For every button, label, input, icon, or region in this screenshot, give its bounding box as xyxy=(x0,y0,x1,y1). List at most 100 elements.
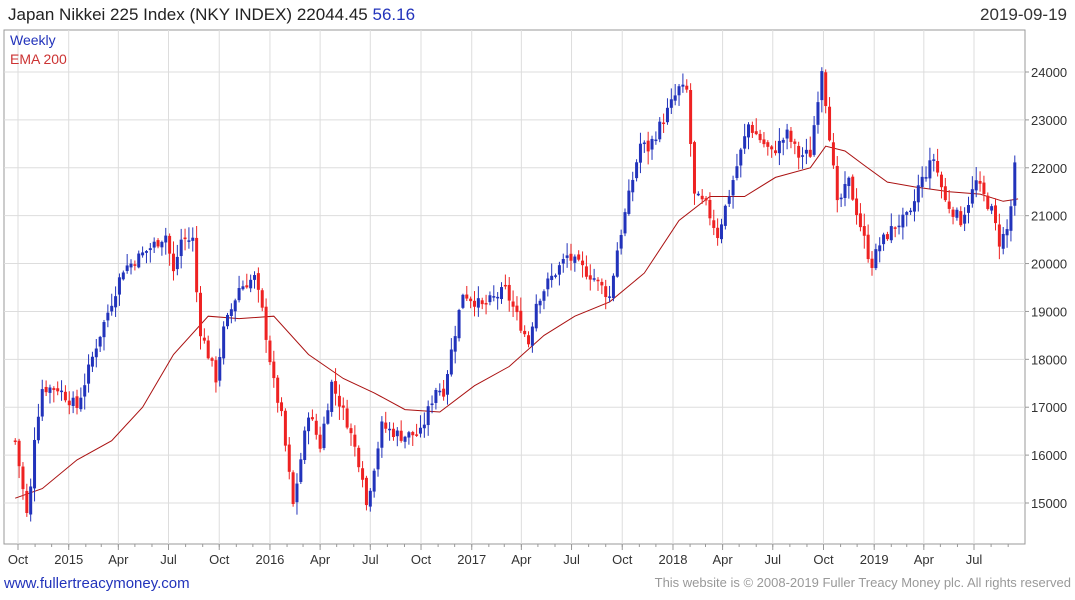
x-tick-label: 2017 xyxy=(457,552,486,567)
candle-body xyxy=(669,99,673,108)
x-tick-label: Apr xyxy=(914,552,935,567)
candle-body xyxy=(395,430,399,437)
weekly-candle xyxy=(299,452,303,485)
candle-body xyxy=(438,390,442,393)
candle-body xyxy=(747,124,751,138)
candle-body xyxy=(527,335,531,345)
candle-body xyxy=(40,389,44,417)
candle-body xyxy=(939,174,943,188)
weekly-candle xyxy=(48,384,52,404)
weekly-candle xyxy=(318,426,322,453)
weekly-candle xyxy=(646,131,650,165)
y-tick-label: 20000 xyxy=(1031,257,1067,272)
weekly-candle xyxy=(565,243,569,268)
weekly-candle xyxy=(357,445,361,473)
x-tick-label: Apr xyxy=(511,552,532,567)
weekly-candle xyxy=(600,278,604,295)
weekly-candle xyxy=(44,380,48,397)
weekly-candle xyxy=(484,294,488,315)
weekly-candle xyxy=(750,121,754,139)
weekly-candle xyxy=(256,267,260,303)
y-tick-label: 24000 xyxy=(1031,65,1067,80)
weekly-candle xyxy=(719,218,723,244)
candle-body xyxy=(839,197,843,200)
weekly-candle xyxy=(963,207,967,232)
weekly-candle xyxy=(411,430,415,446)
weekly-candle xyxy=(608,285,612,303)
weekly-candle xyxy=(395,427,399,447)
candle-body xyxy=(870,258,874,268)
weekly-candle xyxy=(426,400,430,436)
candle-body xyxy=(897,225,901,228)
weekly-candle xyxy=(156,238,160,249)
candle-body xyxy=(361,468,365,480)
candle-body xyxy=(442,388,446,397)
candle-body xyxy=(434,389,438,403)
x-tick-label: Apr xyxy=(108,552,129,567)
weekly-candle xyxy=(1001,227,1005,255)
weekly-candle xyxy=(40,379,44,421)
candle-body xyxy=(642,142,646,145)
weekly-candle xyxy=(469,296,473,309)
candle-body xyxy=(596,279,600,282)
weekly-candle xyxy=(457,308,461,342)
weekly-candle xyxy=(280,397,284,417)
candle-body xyxy=(160,241,164,248)
candle-body xyxy=(36,416,40,441)
candle-body xyxy=(218,356,222,381)
weekly-candle xyxy=(692,140,696,205)
weekly-candle xyxy=(878,237,882,263)
website-link[interactable]: www.fullertreacymoney.com xyxy=(4,575,190,592)
chart-date: 2019-09-19 xyxy=(980,5,1067,24)
weekly-candle xyxy=(824,69,828,114)
candle-body xyxy=(924,177,928,179)
candle-body xyxy=(955,209,959,218)
weekly-candle xyxy=(662,113,666,133)
candle-body xyxy=(561,259,565,264)
y-tick-label: 15000 xyxy=(1031,496,1067,511)
candle-body xyxy=(268,340,272,363)
candle-body xyxy=(303,430,307,460)
candle-body xyxy=(399,430,403,441)
candle-body xyxy=(469,298,473,302)
weekly-candle xyxy=(152,237,156,253)
weekly-candle xyxy=(125,254,129,274)
candle-body xyxy=(372,470,376,492)
candle-body xyxy=(689,90,693,144)
weekly-candle xyxy=(98,335,102,352)
weekly-candle xyxy=(399,420,403,443)
weekly-candle xyxy=(766,140,770,156)
weekly-candle xyxy=(530,322,534,353)
y-tick-label: 16000 xyxy=(1031,448,1067,463)
candle-body xyxy=(851,176,855,200)
weekly-candle xyxy=(480,297,484,310)
x-tick-label: Oct xyxy=(8,552,29,567)
weekly-candle xyxy=(527,331,531,348)
candle-body xyxy=(137,253,141,268)
candle-body xyxy=(858,213,862,228)
candle-body xyxy=(635,162,639,179)
candle-body xyxy=(415,434,419,436)
weekly-candle xyxy=(472,291,476,317)
weekly-candle xyxy=(353,425,357,457)
candle-body xyxy=(654,139,658,142)
candle-body xyxy=(183,237,187,240)
candle-body xyxy=(920,176,924,187)
candle-body xyxy=(407,432,411,438)
weekly-candle xyxy=(932,153,936,172)
candle-body xyxy=(125,265,129,272)
candle-body xyxy=(885,234,889,240)
candle-body xyxy=(299,459,303,482)
weekly-candle xyxy=(129,259,133,275)
weekly-candle xyxy=(619,229,623,255)
candle-body xyxy=(179,239,183,257)
weekly-candle xyxy=(445,370,449,405)
x-tick-label: 2018 xyxy=(659,552,688,567)
weekly-candle xyxy=(345,399,349,430)
candle-body xyxy=(422,424,426,429)
candle-body xyxy=(994,205,998,224)
candle-body xyxy=(608,296,612,298)
weekly-candle xyxy=(959,206,963,227)
weekly-candle xyxy=(604,279,608,310)
plot-area xyxy=(3,29,1026,545)
